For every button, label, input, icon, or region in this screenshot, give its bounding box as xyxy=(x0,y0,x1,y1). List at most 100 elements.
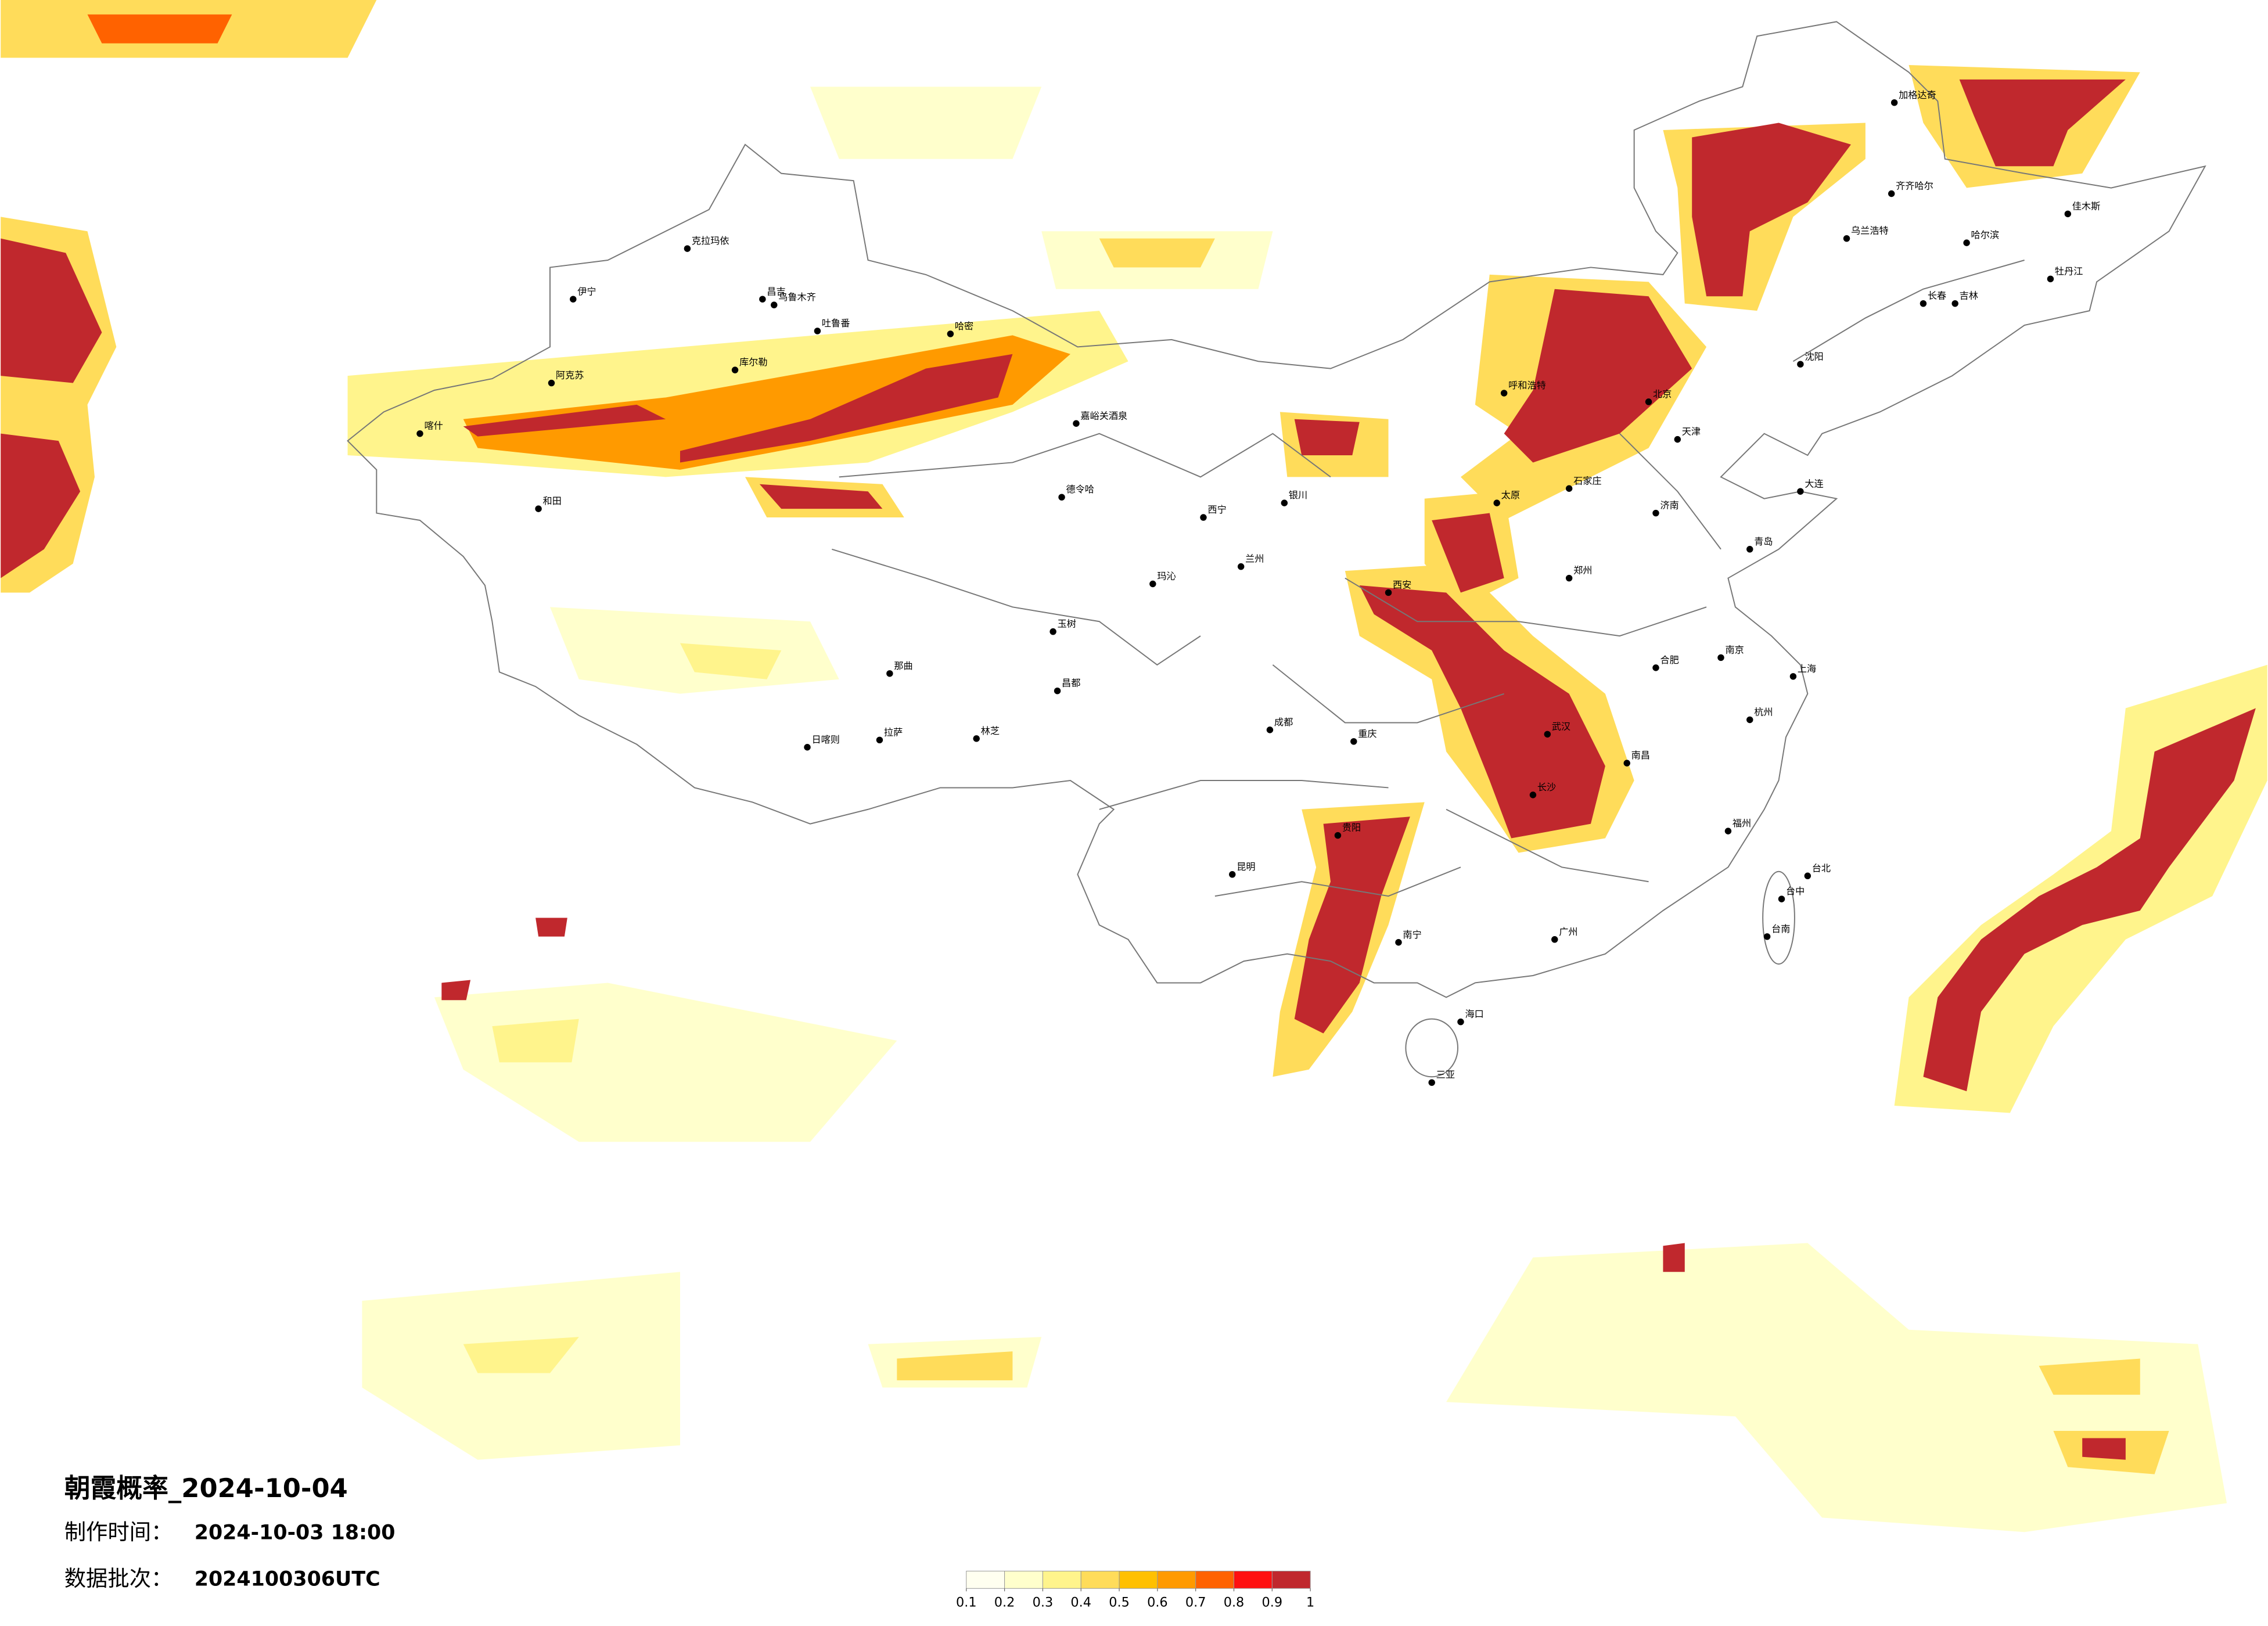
city-dot xyxy=(759,296,766,303)
city-dot xyxy=(1266,726,1274,733)
city-label: 贵阳 xyxy=(1342,822,1361,833)
colorbar-swatch xyxy=(1195,1570,1235,1589)
colorbar-swatch xyxy=(1080,1570,1120,1589)
colorbar-swatch xyxy=(966,1570,1005,1589)
city-label: 三亚 xyxy=(1436,1069,1455,1080)
city-label: 呼和浩特 xyxy=(1508,380,1546,391)
hainan xyxy=(1405,1018,1459,1078)
city-label: 哈尔滨 xyxy=(1971,229,1999,240)
city-label: 阿克苏 xyxy=(556,370,584,381)
city-dot xyxy=(2064,210,2072,218)
city-dot xyxy=(804,744,811,751)
probability-area xyxy=(535,918,567,937)
city-dot xyxy=(1804,872,1811,879)
city-dot xyxy=(1385,589,1392,596)
taiwan xyxy=(1762,870,1795,965)
city-dot xyxy=(535,505,542,512)
city-label: 佳木斯 xyxy=(2072,200,2100,211)
city-dot xyxy=(1073,420,1080,427)
made-time-label: 制作时间： xyxy=(64,1519,173,1545)
city-dot xyxy=(1623,760,1630,767)
city-label: 台中 xyxy=(1786,886,1805,897)
probability-field xyxy=(1,0,2267,1533)
city-dot xyxy=(973,735,980,742)
city-label: 乌兰浩特 xyxy=(1851,225,1889,236)
city-dot xyxy=(1717,654,1724,661)
city-label: 福州 xyxy=(1733,818,1751,829)
city-label: 昌都 xyxy=(1062,678,1080,689)
city-label: 拉萨 xyxy=(884,726,903,738)
colorbar-tick-label: 0.6 xyxy=(1147,1595,1168,1610)
city-label: 沈阳 xyxy=(1805,351,1823,362)
probability-area xyxy=(2039,1358,2140,1395)
colorbar-swatch xyxy=(1271,1570,1311,1589)
city-label: 玛沁 xyxy=(1157,571,1176,582)
probability-area xyxy=(759,484,883,509)
city-label: 重庆 xyxy=(1358,728,1376,739)
city-dot xyxy=(1544,731,1551,738)
city-dot xyxy=(1746,716,1753,724)
city-dot xyxy=(1645,398,1652,405)
city-label: 北京 xyxy=(1653,388,1672,400)
probability-area xyxy=(1692,123,1851,297)
city-label: 哈密 xyxy=(955,321,973,332)
city-label: 昌吉 xyxy=(767,286,785,297)
city-label: 合肥 xyxy=(1660,654,1678,665)
city-dot xyxy=(1395,939,1402,946)
city-label: 银川 xyxy=(1289,490,1307,501)
probability-area xyxy=(463,1337,579,1373)
city-dot xyxy=(1281,499,1288,506)
city-dot xyxy=(814,328,821,334)
city-dot xyxy=(1428,1079,1435,1086)
city-dot xyxy=(1746,546,1753,553)
city-label: 玉树 xyxy=(1058,618,1076,629)
city-dot xyxy=(1797,361,1804,368)
probability-area xyxy=(463,404,666,437)
city-dot xyxy=(1797,488,1804,495)
colorbar-swatch xyxy=(1004,1570,1043,1589)
city-dot xyxy=(771,301,778,308)
city-dot xyxy=(1888,190,1895,197)
city-dot xyxy=(1229,871,1236,878)
colorbar-swatch xyxy=(1157,1570,1196,1589)
city-label: 昆明 xyxy=(1237,861,1255,872)
city-dot xyxy=(416,430,423,437)
probability-area xyxy=(1,238,102,383)
city-dot xyxy=(1529,792,1537,798)
city-dot xyxy=(570,296,577,303)
city-dot xyxy=(1058,494,1065,501)
probability-area xyxy=(492,1019,579,1063)
city-dot xyxy=(1200,514,1207,521)
city-dot xyxy=(876,736,883,744)
city-label: 喀什 xyxy=(424,420,443,431)
batch-label: 数据批次： xyxy=(64,1566,173,1591)
city-label: 南昌 xyxy=(1631,750,1650,761)
city-dot xyxy=(1951,300,1958,307)
probability-area xyxy=(680,354,1013,463)
city-label: 长沙 xyxy=(1537,782,1556,793)
city-label: 南京 xyxy=(1725,645,1744,656)
colorbar-tick-label: 1 xyxy=(1306,1595,1314,1610)
province-lines xyxy=(832,260,2025,897)
colorbar: 0.1 0.2 0.3 0.4 0.5 0.6 0.7 0.8 0.9 1 xyxy=(956,1570,1314,1610)
city-label: 台北 xyxy=(1812,862,1831,873)
city-dot xyxy=(947,330,954,337)
probability-area xyxy=(1,433,81,578)
probability-area xyxy=(1294,419,1360,455)
probability-area xyxy=(897,1351,1013,1380)
colorbar-tick-label: 0.8 xyxy=(1224,1595,1245,1610)
city-label: 加格达奇 xyxy=(1899,89,1936,100)
colorbar-tick-label: 0.2 xyxy=(994,1595,1015,1610)
city-dot xyxy=(1049,628,1056,635)
city-dot xyxy=(1652,664,1659,671)
city-dot xyxy=(1890,99,1898,106)
city-label: 吐鲁番 xyxy=(822,318,850,329)
city-dot xyxy=(1457,1018,1464,1026)
probability-area xyxy=(1504,289,1692,463)
colorbar-swatch xyxy=(1042,1570,1081,1589)
probability-area xyxy=(1959,79,2126,167)
colorbar-swatch xyxy=(1234,1570,1273,1589)
city-dot xyxy=(1565,485,1573,492)
city-dot xyxy=(1237,563,1245,570)
